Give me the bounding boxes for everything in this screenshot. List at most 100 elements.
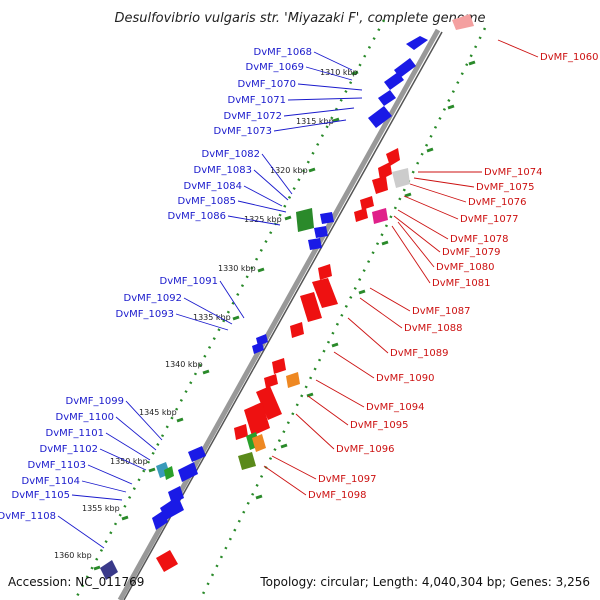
- gene-label-reverse[interactable]: DvMF_1088: [404, 323, 462, 334]
- forward-gene-arrow: [168, 486, 184, 504]
- gene-label-forward[interactable]: DvMF_1100: [56, 412, 114, 423]
- scale-tick: [280, 443, 288, 449]
- label-leader-line: [71, 494, 123, 501]
- gene-label-reverse[interactable]: DvMF_1074: [484, 167, 542, 178]
- label-leader-line: [253, 169, 289, 201]
- gene-label-reverse[interactable]: DvMF_1078: [450, 234, 508, 245]
- gene-label-forward[interactable]: DvMF_1073: [214, 126, 272, 137]
- label-leader-line: [497, 39, 539, 58]
- forward-gene-arrow: [188, 446, 206, 462]
- scale-label: 1330 kbp: [218, 264, 256, 273]
- topology-summary: Topology: circular; Length: 4,040,304 bp…: [259, 575, 590, 589]
- scale-tick: [148, 467, 156, 473]
- gene-label-forward[interactable]: DvMF_1071: [228, 95, 286, 106]
- reverse-gene-arrow: [386, 148, 400, 166]
- scale-label: 1355 kbp: [82, 504, 120, 513]
- label-leader-line: [397, 221, 435, 268]
- reverse-gene-arrow: [244, 402, 270, 436]
- gene-label-forward[interactable]: DvMF_1084: [184, 181, 242, 192]
- label-leader-line: [283, 107, 355, 117]
- gene-label-forward[interactable]: DvMF_1093: [116, 309, 174, 320]
- label-leader-line: [87, 464, 133, 485]
- label-leader-line: [369, 287, 411, 312]
- scale-tick: [306, 392, 314, 398]
- gene-label-reverse[interactable]: DvMF_1077: [460, 214, 518, 225]
- gene-label-reverse[interactable]: DvMF_1076: [468, 197, 526, 208]
- scale-tick: [121, 515, 129, 521]
- gene-labels: DvMF_1068 DvMF_1069 DvMF_1070 DvMF_1071 DvMF…: [0, 47, 598, 522]
- gene-label-forward[interactable]: DvMF_1069: [246, 62, 304, 73]
- label-leaders: [57, 39, 539, 549]
- gene-label-reverse[interactable]: DvMF_1081: [432, 278, 490, 289]
- label-leader-line: [359, 297, 403, 329]
- gene-label-forward[interactable]: DvMF_1108: [0, 511, 56, 522]
- scale-tick: [308, 167, 316, 173]
- gene-label-forward[interactable]: DvMF_1083: [194, 165, 252, 176]
- gene-label-reverse[interactable]: DvMF_1079: [442, 247, 500, 258]
- scale-tick: [284, 215, 292, 221]
- gene-label-forward[interactable]: DvMF_1085: [178, 196, 236, 207]
- gene-label-reverse[interactable]: DvMF_1095: [350, 420, 408, 431]
- label-leader-line: [347, 317, 389, 354]
- reverse-gene-arrow: [354, 208, 368, 222]
- label-leader-line: [287, 97, 363, 101]
- reverse-gene-arrow: [360, 196, 374, 210]
- scale-label: 1345 kbp: [139, 408, 177, 417]
- forward-gene-arrow: [406, 36, 428, 50]
- scale-ticks: [93, 60, 476, 571]
- label-leader-line: [273, 119, 347, 132]
- forward-gene-arrow: [252, 342, 264, 354]
- gene-label-reverse[interactable]: DvMF_1094: [366, 402, 424, 413]
- gene-label-reverse[interactable]: DvMF_1096: [336, 444, 394, 455]
- label-leader-line: [115, 416, 157, 451]
- label-leader-line: [125, 400, 163, 441]
- gene-label-forward[interactable]: DvMF_1092: [124, 293, 182, 304]
- accession-text: Accession: NC_011769: [8, 575, 144, 589]
- gene-label-forward[interactable]: DvMF_1101: [46, 428, 104, 439]
- gene-label-forward[interactable]: DvMF_1099: [66, 396, 124, 407]
- reverse-gene-arrow: [234, 424, 248, 440]
- scale-tick: [232, 315, 240, 321]
- scale-label: 1360 kbp: [54, 551, 92, 560]
- scale-tick: [426, 147, 434, 153]
- label-leader-line: [313, 51, 353, 71]
- orange-gene-block: [286, 372, 300, 388]
- label-leader-line: [397, 209, 449, 240]
- scale-tick: [255, 494, 263, 500]
- gene-label-reverse[interactable]: DvMF_1097: [318, 474, 376, 485]
- gene-label-reverse[interactable]: DvMF_1098: [308, 490, 366, 501]
- scale-label: 1350 kbp: [110, 457, 148, 466]
- gene-label-reverse[interactable]: DvMF_1090: [376, 373, 434, 384]
- gene-label-reverse[interactable]: DvMF_1089: [390, 348, 448, 359]
- genome-title: Desulfovibrio vulgaris str. 'Miyazaki F'…: [114, 11, 485, 26]
- forward-gene-arrow: [178, 462, 198, 482]
- gene-label-reverse[interactable]: DvMF_1080: [436, 262, 494, 273]
- forward-gene-arrow: [368, 106, 392, 128]
- reverse-gene-arrow: [318, 264, 332, 280]
- gene-label-forward[interactable]: DvMF_1104: [22, 476, 80, 487]
- gene-label-forward[interactable]: DvMF_1068: [254, 47, 312, 58]
- reverse-gene-arrow: [378, 162, 392, 180]
- gene-label-reverse[interactable]: DvMF_1087: [412, 306, 470, 317]
- gene-label-forward[interactable]: DvMF_1082: [202, 149, 260, 160]
- reverse-gene-arrow: [272, 358, 286, 374]
- reverse-gene-arrow: [312, 278, 338, 308]
- label-leader-line: [393, 215, 441, 253]
- orange-gene-block: [252, 434, 266, 452]
- gene-label-reverse[interactable]: DvMF_1060: [540, 52, 598, 63]
- label-leader-line: [81, 480, 127, 493]
- gene-label-reverse[interactable]: DvMF_1075: [476, 182, 534, 193]
- label-leader-line: [263, 465, 307, 496]
- label-leader-line: [175, 313, 229, 331]
- gene-label-forward[interactable]: DvMF_1103: [28, 460, 86, 471]
- label-leader-line: [183, 297, 233, 325]
- gene-label-forward[interactable]: DvMF_1070: [238, 79, 296, 90]
- gene-label-forward[interactable]: DvMF_1102: [40, 444, 98, 455]
- scale-tick: [447, 104, 455, 110]
- gene-label-forward[interactable]: DvMF_1086: [168, 211, 226, 222]
- scale-label: 1315 kbp: [296, 117, 334, 126]
- gene-label-forward[interactable]: DvMF_1091: [160, 276, 218, 287]
- gene-label-forward[interactable]: DvMF_1072: [224, 111, 282, 122]
- label-leader-line: [271, 455, 317, 480]
- gene-label-forward[interactable]: DvMF_1105: [12, 490, 70, 501]
